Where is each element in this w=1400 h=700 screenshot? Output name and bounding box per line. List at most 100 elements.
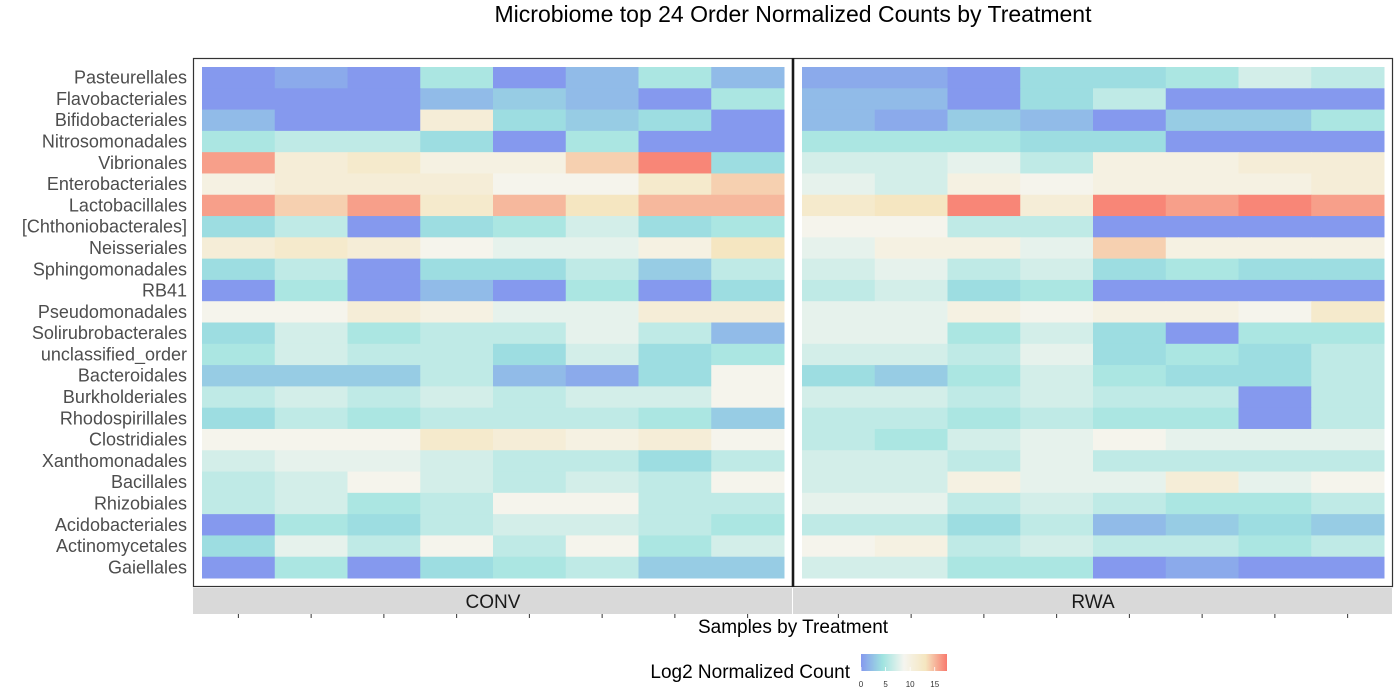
heatmap-cell xyxy=(1165,301,1239,323)
heatmap-cell xyxy=(493,279,567,302)
heatmap-cell xyxy=(202,407,276,430)
heatmap-cell xyxy=(874,492,948,515)
heatmap-cell xyxy=(874,365,948,387)
heatmap-cell xyxy=(1093,173,1167,196)
heatmap-cell xyxy=(802,109,876,132)
heatmap-cell xyxy=(420,556,494,579)
heatmap-cell xyxy=(274,514,348,536)
heatmap-cell xyxy=(711,109,785,132)
heatmap-cell xyxy=(1093,428,1167,451)
heatmap-cell xyxy=(802,173,876,196)
heatmap-cell xyxy=(1311,67,1385,89)
heatmap-cell xyxy=(802,556,876,579)
heatmap-cell xyxy=(711,258,785,281)
heatmap-cell xyxy=(1311,343,1385,366)
heatmap-cell xyxy=(347,109,421,132)
heatmap-cell xyxy=(711,365,785,387)
heatmap-cell xyxy=(1165,365,1239,387)
heatmap-cell xyxy=(565,194,639,217)
heatmap-cell xyxy=(1165,556,1239,579)
heatmap-cell xyxy=(420,492,494,515)
heatmap-cell xyxy=(202,450,276,473)
heatmap-cell xyxy=(420,471,494,494)
heatmap-cell xyxy=(202,130,276,153)
heatmap-cell xyxy=(947,407,1021,430)
heatmap-cell xyxy=(274,173,348,196)
heatmap-cell xyxy=(1238,67,1312,89)
heatmap-cell xyxy=(565,514,639,536)
heatmap-cell xyxy=(1238,492,1312,515)
heatmap-cell xyxy=(874,535,948,558)
heatmap-cell xyxy=(947,343,1021,366)
heatmap-cell xyxy=(1311,450,1385,473)
row-label: RB41 xyxy=(142,281,187,301)
heatmap-cell xyxy=(1165,407,1239,430)
heatmap-cell xyxy=(420,216,494,238)
heatmap-cell xyxy=(1165,173,1239,196)
heatmap-cell xyxy=(802,322,876,345)
heatmap-cell xyxy=(493,109,567,132)
heatmap-cell xyxy=(947,450,1021,473)
heatmap-cell xyxy=(874,67,948,89)
heatmap-cell xyxy=(274,216,348,238)
row-label: [Chthoniobacterales] xyxy=(22,217,187,237)
heatmap-cell xyxy=(1093,365,1167,387)
heatmap-cell xyxy=(565,216,639,238)
heatmap-cell xyxy=(1020,450,1094,473)
heatmap-cell xyxy=(1020,301,1094,323)
heatmap-cell xyxy=(874,88,948,111)
heatmap-cell xyxy=(638,386,712,409)
heatmap-cell xyxy=(274,386,348,409)
legend: Log2 Normalized Count 0 5 10 15 xyxy=(650,654,947,689)
heatmap-cell xyxy=(1238,343,1312,366)
heatmap-cell xyxy=(638,492,712,515)
heatmap-cell xyxy=(1311,407,1385,430)
heatmap-cell xyxy=(1020,365,1094,387)
heatmap-cell xyxy=(711,130,785,153)
heatmap-cell xyxy=(274,428,348,451)
panel-rwa: RWA xyxy=(792,57,1394,618)
row-label: Lactobacillales xyxy=(69,195,187,215)
heatmap-cell xyxy=(874,237,948,260)
row-label: Acidobacteriales xyxy=(55,515,187,535)
row-label: Sphingomonadales xyxy=(33,259,187,279)
heatmap-cell xyxy=(802,343,876,366)
heatmap-cell xyxy=(274,450,348,473)
heatmap-cell xyxy=(1238,301,1312,323)
row-label: Bifidobacteriales xyxy=(55,110,187,130)
heatmap-cell xyxy=(420,450,494,473)
row-label: Bacillales xyxy=(111,472,187,492)
heatmap-cell xyxy=(1238,194,1312,217)
heatmap-cell xyxy=(493,322,567,345)
heatmap-cell xyxy=(711,237,785,260)
heatmap-cell xyxy=(947,492,1021,515)
heatmap-cell xyxy=(1238,130,1312,153)
heatmap-cell xyxy=(202,173,276,196)
heatmap-cell xyxy=(274,258,348,281)
heatmap-cell xyxy=(565,343,639,366)
row-label: Nitrosomonadales xyxy=(42,132,187,152)
heatmap-cell xyxy=(493,130,567,153)
heatmap-cell xyxy=(1020,279,1094,302)
heatmap-cell xyxy=(802,67,876,89)
heatmap-cell xyxy=(565,492,639,515)
heatmap-cell xyxy=(347,194,421,217)
heatmap-cell xyxy=(420,343,494,366)
heatmap-cell xyxy=(493,471,567,494)
heatmap-cell xyxy=(274,130,348,153)
heatmap-cell xyxy=(1093,535,1167,558)
heatmap-cell xyxy=(347,492,421,515)
heatmap-cell xyxy=(1093,130,1167,153)
heatmap-cell xyxy=(274,556,348,579)
heatmap-cell xyxy=(274,322,348,345)
heatmap-cell xyxy=(638,279,712,302)
heatmap-cell xyxy=(493,450,567,473)
heatmap-cell xyxy=(638,322,712,345)
heatmap-cell xyxy=(1238,258,1312,281)
heatmap-cell xyxy=(638,67,712,89)
heatmap-cell xyxy=(1020,386,1094,409)
heatmap-cell xyxy=(565,67,639,89)
heatmap-cell xyxy=(1311,109,1385,132)
legend-tick-label: 15 xyxy=(930,680,939,689)
heatmap-cell xyxy=(1165,343,1239,366)
